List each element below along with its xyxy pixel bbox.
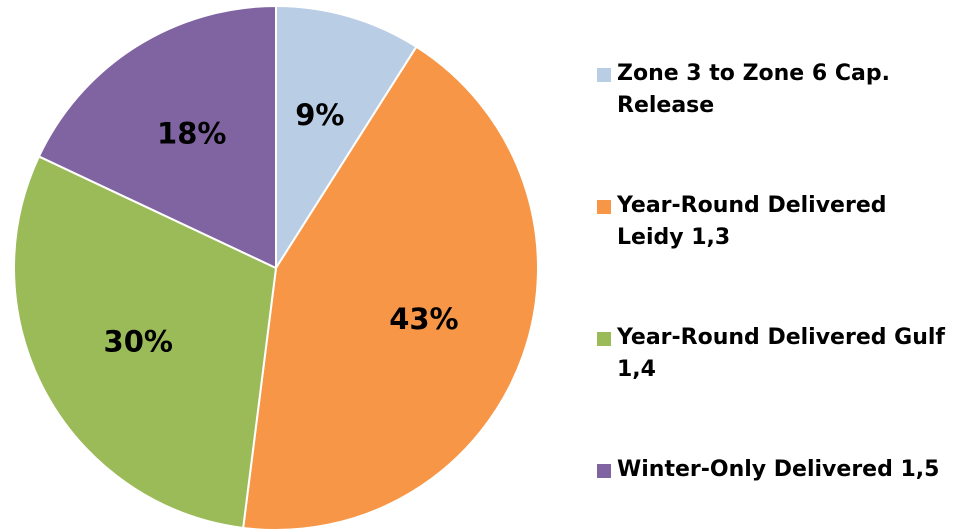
legend-item: Year-Round Delivered Gulf 1,4	[597, 322, 957, 386]
data-label: 18%	[157, 116, 226, 150]
pie: 9% 43% 30% 18%	[13, 4, 539, 530]
legend-swatch	[597, 200, 611, 214]
legend-label: Winter-Only Delivered 1,5	[617, 457, 940, 482]
pie-slice	[275, 4, 418, 272]
legend-swatch	[597, 68, 611, 82]
legend-label: Year-Round Delivered Leidy 1,3	[617, 193, 887, 250]
legend-item: Year-Round Delivered Leidy 1,3	[597, 190, 957, 254]
legend-swatch	[597, 464, 611, 478]
pie-slice	[242, 45, 539, 530]
data-label: 9%	[295, 98, 344, 132]
legend-label: Zone 3 to Zone 6 Cap. Release	[617, 61, 890, 118]
legend-item: Winter-Only Delivered 1,5	[597, 454, 957, 486]
legend-label: Year-Round Delivered Gulf 1,4	[617, 325, 945, 382]
pie-slice	[37, 4, 277, 270]
data-label: 43%	[389, 302, 458, 336]
pie-slice	[13, 155, 278, 530]
legend-swatch	[597, 332, 611, 346]
data-label: 30%	[104, 325, 173, 359]
legend-item: Zone 3 to Zone 6 Cap. Release	[597, 58, 957, 122]
